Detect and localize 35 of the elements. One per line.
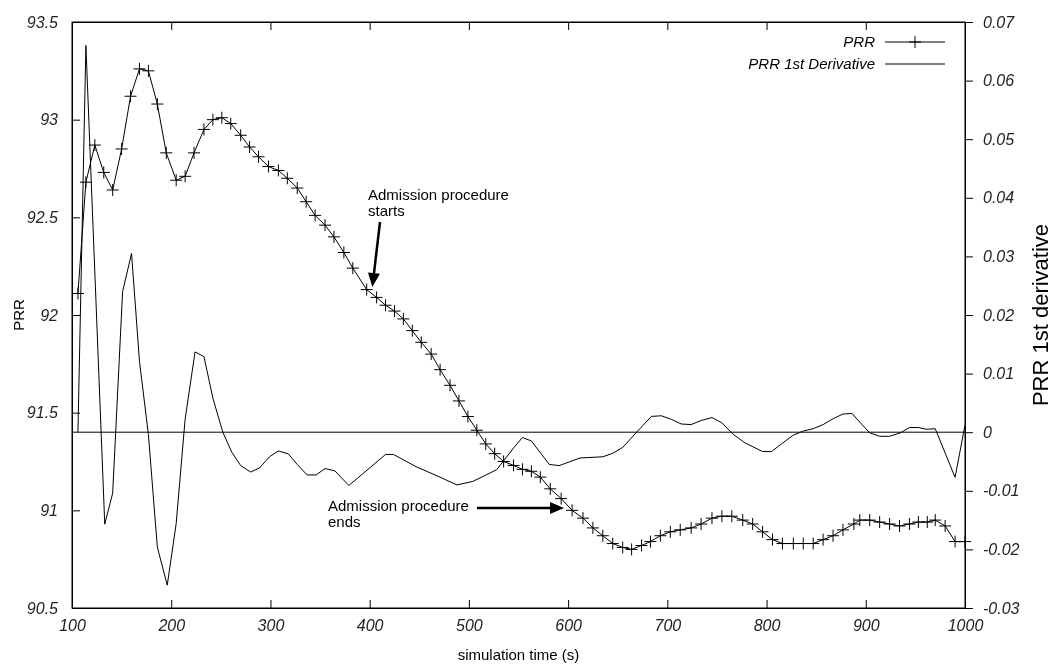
y-axis-title: PRR — [10, 299, 27, 331]
y-tick-label: 92 — [40, 306, 59, 324]
x-tick-label: 1000 — [947, 617, 984, 635]
x-axis-title: simulation time (s) — [457, 646, 580, 663]
x-tick-label: 800 — [753, 617, 781, 635]
x-tick-label: 500 — [456, 617, 483, 635]
y2-tick-label: -0.02 — [983, 541, 1020, 559]
y2-tick-label: 0 — [983, 423, 992, 441]
y-tick-label: 91.5 — [26, 404, 59, 422]
x-tick-label: 900 — [852, 617, 880, 635]
x-tick-label: 700 — [654, 617, 682, 635]
y-tick-label: 93 — [40, 111, 59, 129]
x-tick-label: 400 — [356, 617, 384, 635]
y2-tick-label: 0.07 — [983, 13, 1016, 31]
annotation: Admission procedure ends — [328, 497, 469, 530]
y2-tick-label: 0.03 — [983, 248, 1015, 266]
y-tick-label: 93.5 — [26, 13, 59, 31]
y2-tick-label: 0.02 — [983, 306, 1015, 324]
y-tick-label: 90.5 — [26, 599, 59, 617]
x-tick-label: 200 — [157, 617, 186, 635]
legend-label: PRR — [843, 33, 876, 50]
y2-axis-title: PRR 1st derivative — [1028, 223, 1053, 407]
x-tick-label: 100 — [59, 617, 86, 635]
y2-tick-label: 0.06 — [983, 72, 1015, 90]
y2-tick-label: -0.01 — [983, 482, 1020, 500]
y2-tick-label: 0.04 — [983, 189, 1015, 207]
legend-label: PRR 1st Derivative — [748, 55, 875, 72]
x-tick-label: 300 — [257, 617, 285, 635]
x-tick-label: 600 — [555, 617, 583, 635]
y2-tick-label: -0.03 — [983, 599, 1020, 617]
annotation: Admission procedure starts — [368, 186, 509, 219]
y-tick-label: 91 — [40, 501, 58, 519]
y2-tick-label: 0.01 — [983, 365, 1015, 383]
y-tick-label: 92.5 — [26, 208, 59, 226]
y2-tick-label: 0.05 — [983, 130, 1015, 148]
